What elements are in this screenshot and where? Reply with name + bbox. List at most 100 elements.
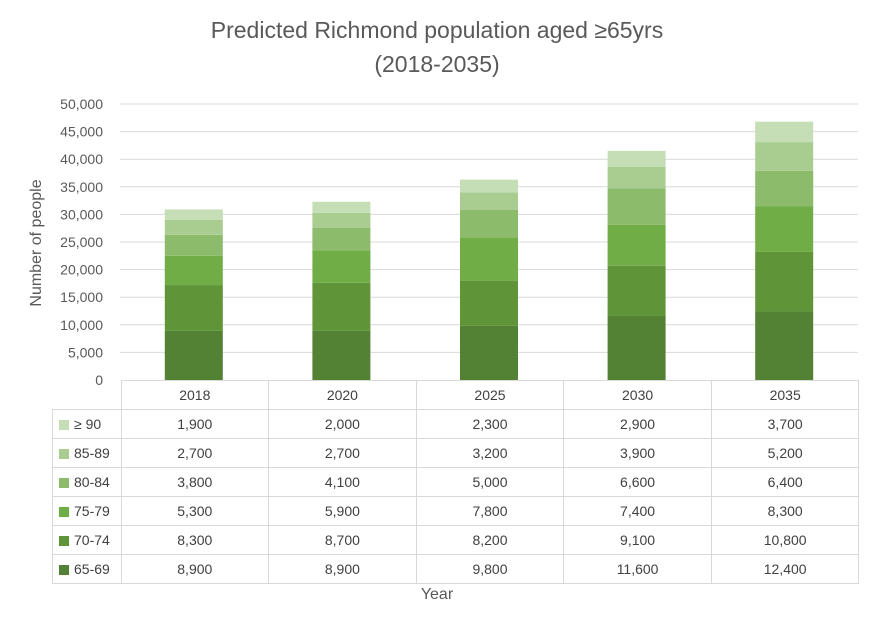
y-tick-label: 25,000 <box>60 234 103 250</box>
data-label: 9,800 <box>415 554 565 584</box>
bar-segment <box>164 209 223 220</box>
x-tick-label: 2020 <box>268 380 417 410</box>
data-label: 8,700 <box>268 525 417 555</box>
x-tick-label: 2035 <box>710 380 860 410</box>
y-tick-label: 40,000 <box>60 151 103 167</box>
bar-segment <box>755 251 814 312</box>
bars <box>164 121 814 380</box>
data-label: 3,900 <box>563 438 712 468</box>
series-name: 75-79 <box>74 503 110 519</box>
data-label: 2,900 <box>563 409 712 439</box>
bar-segment <box>460 209 518 238</box>
legend-entry: 85-89 <box>52 438 122 468</box>
table-row: 75-79 5,300 5,900 7,800 7,400 8,300 <box>52 496 860 526</box>
bar-segment <box>607 224 666 266</box>
bar-segment <box>312 227 371 251</box>
bar-segment <box>312 330 371 380</box>
legend-entry: 70-74 <box>52 525 122 555</box>
legend-entry: 65-69 <box>52 554 122 584</box>
bar-segment <box>312 201 371 213</box>
table-row: 80-84 3,800 4,100 5,000 6,600 6,400 <box>52 467 860 497</box>
data-label: 8,200 <box>415 525 565 555</box>
bar-segment <box>164 285 223 331</box>
bar-segment <box>607 315 666 380</box>
y-tick-label: 10,000 <box>60 317 103 333</box>
data-label: 5,000 <box>415 467 565 497</box>
x-tick-label: 2025 <box>415 380 565 410</box>
legend-entry: ≥ 90 <box>52 409 122 439</box>
bar-segment <box>755 121 814 143</box>
bar-segment <box>164 234 223 256</box>
data-label: 8,900 <box>268 554 417 584</box>
data-table: 2018 2020 2025 2030 2035 ≥ 90 1,900 2,000 2,300… <box>52 380 860 584</box>
legend-swatch <box>59 478 69 489</box>
data-label: 5,300 <box>120 496 270 526</box>
data-label: 8,300 <box>120 525 270 555</box>
data-label: 3,200 <box>415 438 565 468</box>
y-tick-label: 20,000 <box>60 262 103 278</box>
legend-swatch <box>59 507 69 518</box>
y-tick-label: 0 <box>95 372 103 388</box>
y-tick-label: 35,000 <box>60 179 103 195</box>
y-tick-label: 30,000 <box>60 206 103 222</box>
data-label: 2,700 <box>268 438 417 468</box>
data-label: 2,300 <box>415 409 565 439</box>
data-label: 7,800 <box>415 496 565 526</box>
legend-swatch <box>59 565 69 576</box>
data-label: 4,100 <box>268 467 417 497</box>
legend-swatch <box>59 449 69 460</box>
data-label: 5,900 <box>268 496 417 526</box>
bar-segment <box>607 150 666 167</box>
data-label: 2,000 <box>268 409 417 439</box>
bar-segment <box>164 219 223 235</box>
data-label: 9,100 <box>563 525 712 555</box>
chart-title: Predicted Richmond population aged ≥65yr… <box>210 17 664 43</box>
bar-segment <box>607 166 666 189</box>
table-header-row: 2018 2020 2025 2030 2035 <box>52 380 860 410</box>
bar-segment <box>460 280 518 326</box>
x-tick-label: 2030 <box>563 380 712 410</box>
bar-segment <box>607 265 666 316</box>
table-corner <box>52 380 122 410</box>
data-label: 10,800 <box>710 525 860 555</box>
bar-segment <box>460 179 518 193</box>
y-axis-label: Number of people <box>28 179 45 306</box>
x-axis-label: Year <box>420 586 454 603</box>
series-name: 65-69 <box>74 561 110 577</box>
data-label: 11,600 <box>563 554 712 584</box>
bar-segment <box>460 325 518 380</box>
data-label: 7,400 <box>563 496 712 526</box>
data-label: 3,800 <box>120 467 270 497</box>
x-tick-label: 2018 <box>120 380 270 410</box>
bar-segment <box>755 170 814 207</box>
data-label: 5,200 <box>710 438 860 468</box>
data-label: 6,600 <box>563 467 712 497</box>
data-label: 2,700 <box>120 438 270 468</box>
bar-segment <box>460 192 518 210</box>
series-name: 80-84 <box>74 474 110 490</box>
series-name: ≥ 90 <box>74 416 102 432</box>
table-row: 65-69 8,900 8,900 9,800 11,600 12,400 <box>52 554 860 584</box>
data-label: 8,900 <box>120 554 270 584</box>
legend-swatch <box>59 420 69 431</box>
bar-segment <box>164 330 223 380</box>
data-label: 12,400 <box>710 554 860 584</box>
y-tick-label: 5,000 <box>68 344 103 360</box>
legend-entry: 80-84 <box>52 467 122 497</box>
bar-segment <box>460 237 518 281</box>
bar-segment <box>312 282 371 331</box>
bar-segment <box>607 188 666 225</box>
data-label: 1,900 <box>120 409 270 439</box>
y-tick-label: 45,000 <box>60 124 103 140</box>
y-tick-label: 50,000 <box>60 96 103 112</box>
legend-entry: 75-79 <box>52 496 122 526</box>
data-label: 3,700 <box>710 409 860 439</box>
bar-segment <box>755 206 814 252</box>
bar-segment <box>755 142 814 171</box>
table-row: 70-74 8,300 8,700 8,200 9,100 10,800 <box>52 525 860 555</box>
bar-segment <box>755 311 814 380</box>
y-tick-label: 15,000 <box>60 289 103 305</box>
series-name: 85-89 <box>74 445 110 461</box>
bar-segment <box>312 250 371 283</box>
